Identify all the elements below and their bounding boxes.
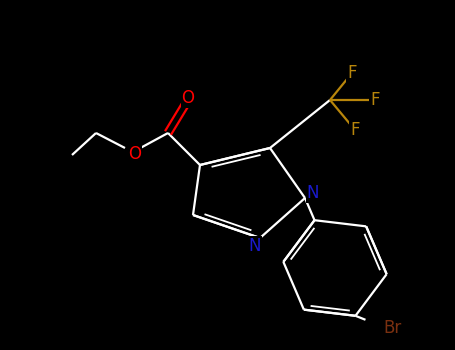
Text: F: F [347,64,357,82]
Text: N: N [307,184,319,202]
Text: Br: Br [384,319,402,337]
Text: O: O [128,145,142,163]
Text: N: N [249,237,261,255]
Text: O: O [182,89,194,107]
Text: F: F [350,121,360,139]
Text: F: F [370,91,380,109]
